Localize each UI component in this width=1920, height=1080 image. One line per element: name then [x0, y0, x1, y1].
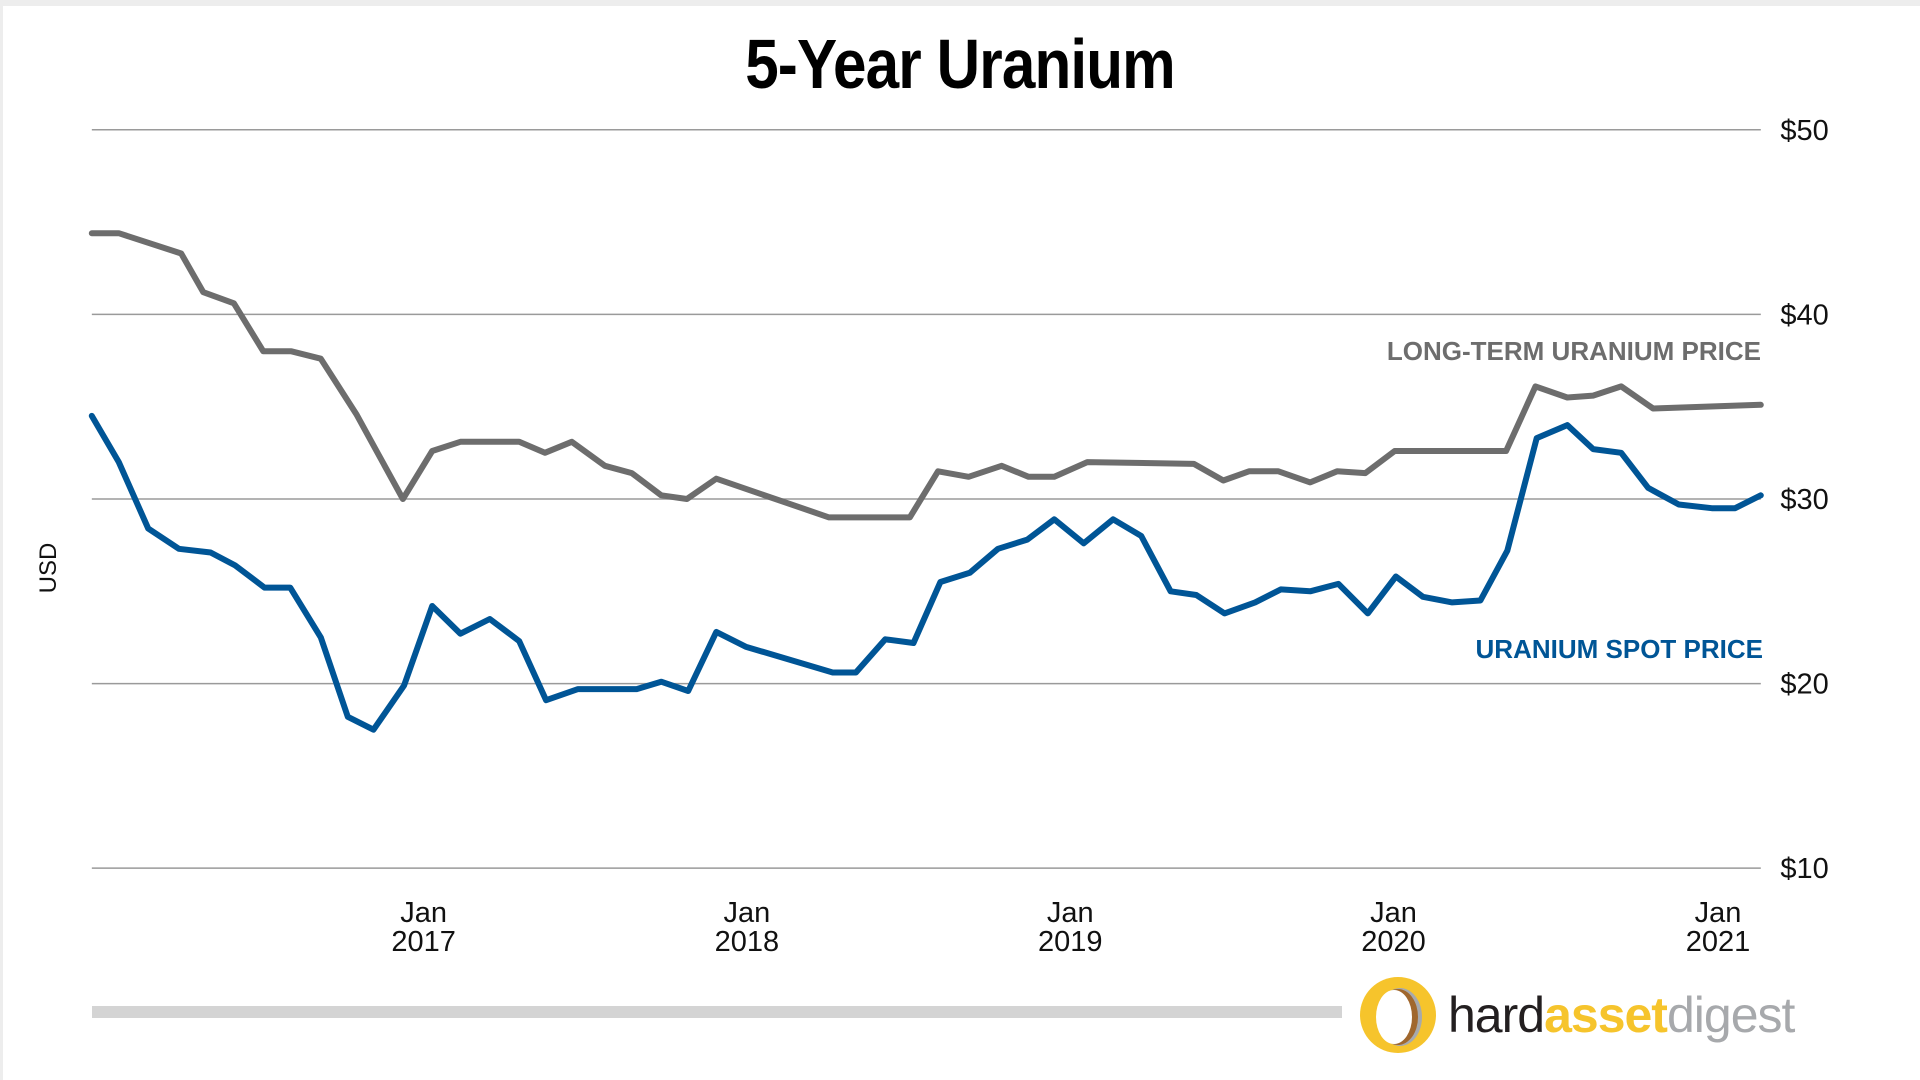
logo-text-hard: hard	[1448, 987, 1545, 1043]
spot-series-label: URANIUM SPOT PRICE	[1476, 634, 1763, 664]
y-tick-label: $40	[1780, 299, 1828, 331]
x-tick-month: Jan	[724, 897, 771, 929]
gridlines	[91, 129, 1761, 869]
logo-text-digest: digest	[1666, 987, 1795, 1043]
x-tick-month: Jan	[1695, 897, 1742, 929]
y-tick-label: $20	[1780, 669, 1828, 701]
x-tick-year: 2018	[715, 926, 780, 958]
x-tick-month: Jan	[400, 897, 447, 929]
x-tick-year: 2017	[391, 926, 456, 958]
x-tick-month: Jan	[1047, 897, 1094, 929]
y-tick-label: $10	[1780, 853, 1828, 885]
y-tick-label: $50	[1780, 115, 1828, 147]
logo-ring-icon	[1358, 974, 1438, 1056]
spot-price-line	[88, 412, 1764, 733]
x-tick-year: 2019	[1038, 926, 1103, 958]
long-term-series-label: LONG-TERM URANIUM PRICE	[1387, 336, 1761, 366]
logo-text-asset: asset	[1544, 987, 1668, 1043]
x-tick-year: 2020	[1361, 926, 1426, 958]
logo-wordmark: hardassetdigest	[1448, 987, 1795, 1043]
x-tick-month: Jan	[1370, 897, 1417, 929]
y-axis-title: USD	[35, 543, 62, 594]
x-tick-year: 2021	[1686, 926, 1751, 958]
hardassetdigest-logo: hardassetdigest	[1358, 972, 1795, 1058]
y-tick-labels: $50 $40 $30 $20 $10	[1780, 115, 1828, 885]
footer-divider-bar	[92, 1006, 1342, 1018]
long-term-price-line	[88, 230, 1764, 521]
chart-title: 5-Year Uranium	[745, 25, 1175, 103]
y-tick-label: $30	[1780, 484, 1828, 516]
